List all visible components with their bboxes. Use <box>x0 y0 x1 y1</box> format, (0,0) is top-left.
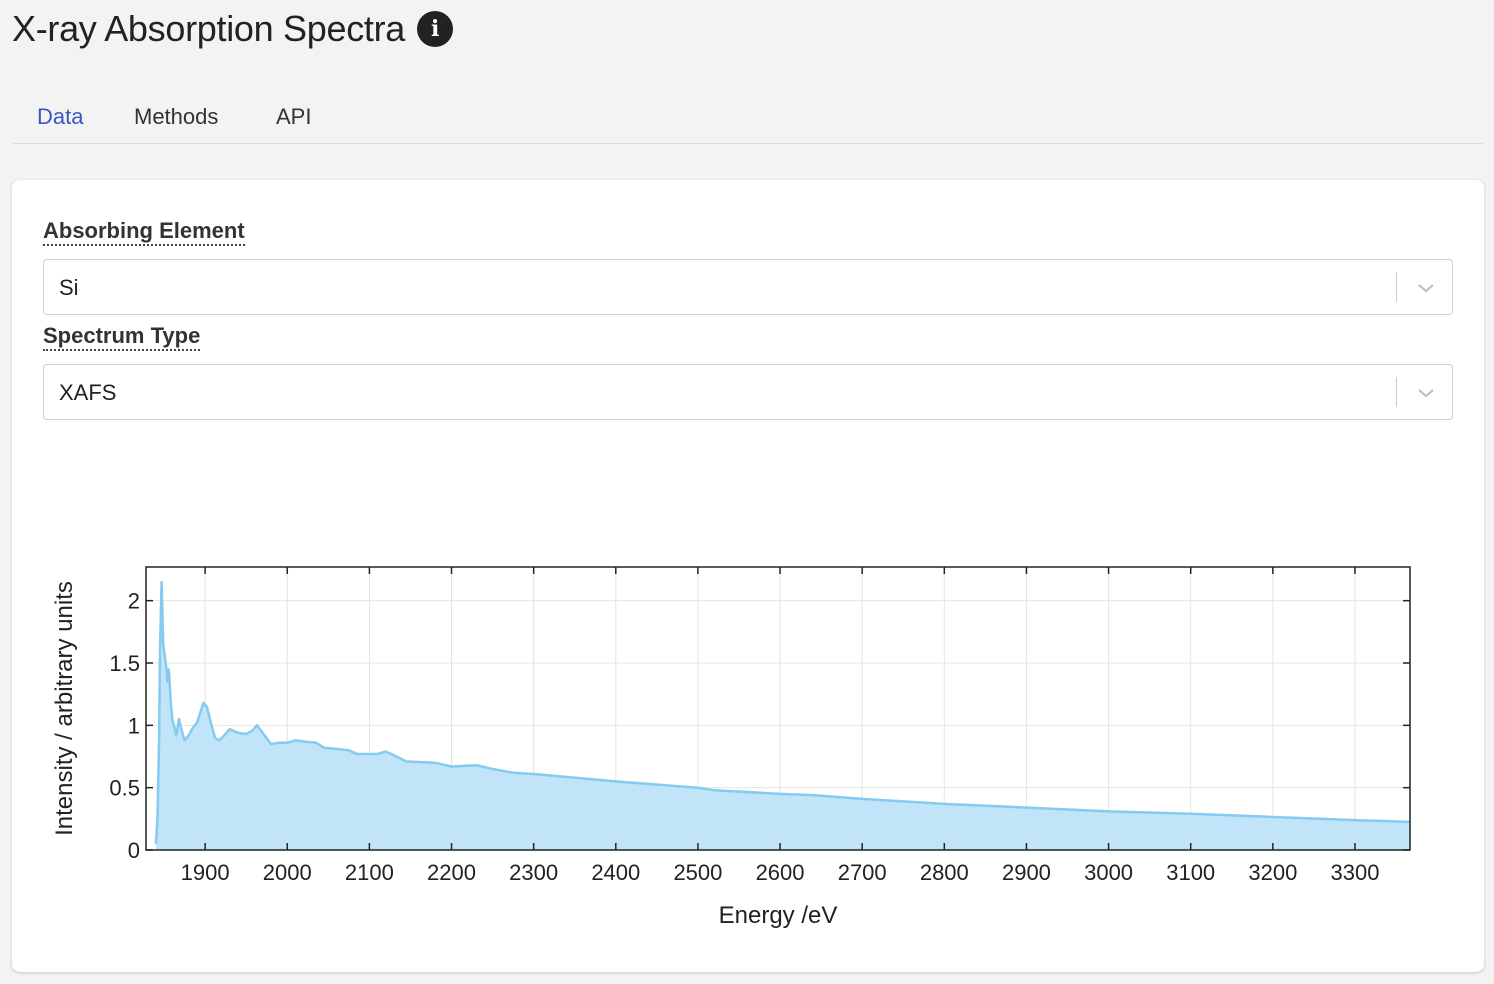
chevron-down-icon[interactable] <box>1414 276 1438 300</box>
y-tick-label: 2 <box>128 589 140 614</box>
x-axis-label: Energy /eV <box>719 902 838 929</box>
x-tick-label: 2000 <box>263 860 312 885</box>
x-tick-label: 2300 <box>509 860 558 885</box>
x-tick-label: 3200 <box>1248 860 1297 885</box>
tab-api[interactable]: API <box>276 104 312 129</box>
page-title: X-ray Absorption Spectra i <box>12 8 454 50</box>
x-tick-label: 2700 <box>838 860 887 885</box>
plot-frame <box>145 566 1411 851</box>
x-tick-label: 2400 <box>591 860 640 885</box>
x-tick-label: 3000 <box>1084 860 1133 885</box>
select-separator <box>1396 272 1397 302</box>
x-tick-label: 1900 <box>181 860 230 885</box>
tab-data[interactable]: Data <box>37 104 84 129</box>
tab-methods[interactable]: Methods <box>134 104 219 129</box>
y-tick-label: 0 <box>128 838 140 863</box>
info-icon[interactable]: i <box>417 11 454 47</box>
x-tick-label: 2800 <box>920 860 969 885</box>
y-tick-label: 1 <box>128 713 140 738</box>
x-tick-label: 2900 <box>1002 860 1051 885</box>
x-tick-label: 3100 <box>1166 860 1215 885</box>
tab-bar: Data Methods API <box>13 90 1483 144</box>
absorbing-element-value: Si <box>59 275 79 300</box>
x-tick-label: 3300 <box>1330 860 1379 885</box>
absorbing-element-label: Absorbing Element <box>43 218 245 246</box>
x-tick-label: 2100 <box>345 860 394 885</box>
series-area <box>155 582 1410 850</box>
x-tick-label: 2600 <box>756 860 805 885</box>
spectrum-type-select[interactable]: XAFS <box>43 364 1453 420</box>
page-title-text: X-ray Absorption Spectra <box>12 8 406 49</box>
spectrum-type-label: Spectrum Type <box>43 323 201 351</box>
spectrum-type-value: XAFS <box>59 380 117 405</box>
chevron-down-icon[interactable] <box>1414 381 1438 405</box>
y-tick-label: 1.5 <box>109 651 140 676</box>
y-tick-label: 0.5 <box>109 776 140 801</box>
x-tick-label: 2200 <box>427 860 476 885</box>
x-tick-label: 2500 <box>673 860 722 885</box>
y-axis-label: Intensity / arbitrary units <box>51 581 78 836</box>
select-separator <box>1396 377 1397 407</box>
series-line <box>154 580 1411 844</box>
absorbing-element-select[interactable]: Si <box>43 259 1453 315</box>
